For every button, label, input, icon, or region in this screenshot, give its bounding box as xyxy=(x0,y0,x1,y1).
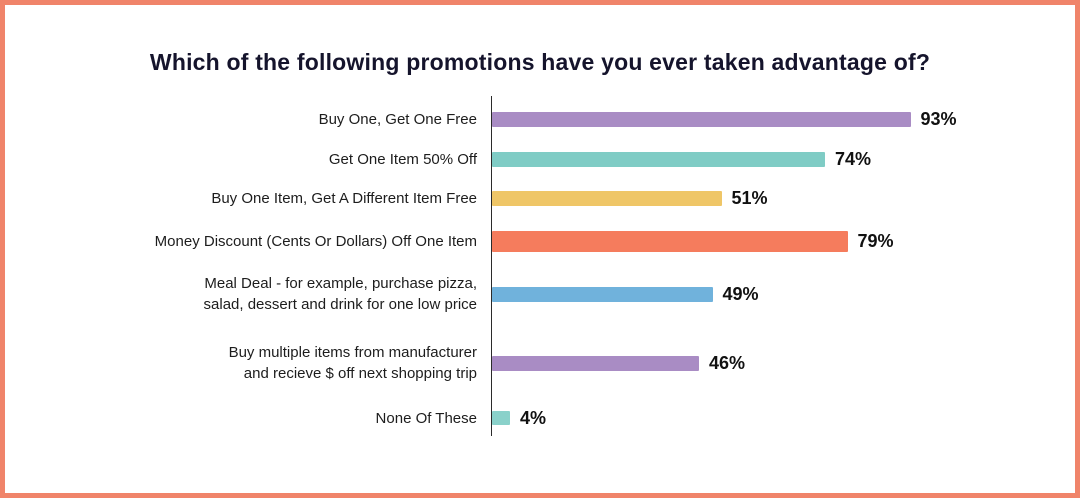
bar xyxy=(492,190,722,206)
chart-row: Buy multiple items from manufacturer and… xyxy=(5,326,1075,400)
category-label: Get One Item 50% Off xyxy=(328,150,477,168)
bar-area: 46% xyxy=(491,326,1075,400)
bar-area: 4% xyxy=(491,400,1075,436)
bar xyxy=(492,111,911,127)
bar-chart: Buy One, Get One Free 93% Get One Item 50%… xyxy=(5,96,1075,436)
value-label: 51% xyxy=(731,187,768,208)
value-label: 74% xyxy=(835,148,872,169)
chart-row: Get One Item 50% Off 74% xyxy=(5,142,1075,176)
category-label: Money Discount (Cents Or Dollars) Off On… xyxy=(154,232,477,250)
bar-area: 93% xyxy=(491,96,1075,142)
value-label: 79% xyxy=(857,230,894,251)
bar-area: 49% xyxy=(491,262,1075,326)
value-label: 93% xyxy=(920,108,957,129)
chart-row: Buy One, Get One Free 93% xyxy=(5,96,1075,142)
category-label: Buy One, Get One Free xyxy=(318,110,477,128)
value-label: 46% xyxy=(709,352,746,373)
bar xyxy=(492,230,848,252)
chart-title: Which of the following promotions have y… xyxy=(149,49,931,75)
category-label: Buy multiple items from manufacturer and… xyxy=(228,344,477,382)
chart-row: Meal Deal - for example, purchase pizza,… xyxy=(5,262,1075,326)
bar xyxy=(492,411,510,425)
category-label: None Of These xyxy=(375,409,477,427)
chart-row: None Of These 4% xyxy=(5,400,1075,436)
bar xyxy=(492,355,699,371)
bar-area: 74% xyxy=(491,142,1075,176)
bar-area: 51% xyxy=(491,176,1075,220)
bar xyxy=(492,151,825,167)
chart-rows: Buy One, Get One Free 93% Get One Item 50%… xyxy=(5,96,1075,436)
chart-row: Money Discount (Cents Or Dollars) Off On… xyxy=(5,220,1075,262)
bar xyxy=(492,286,713,302)
bar-area: 79% xyxy=(491,220,1075,262)
value-label: 4% xyxy=(520,407,547,428)
chart-row: Buy One Item, Get A Different Item Free 5… xyxy=(5,176,1075,220)
category-label: Meal Deal - for example, purchase pizza,… xyxy=(203,275,477,313)
value-label: 49% xyxy=(722,283,759,304)
category-label: Buy One Item, Get A Different Item Free xyxy=(211,189,477,207)
